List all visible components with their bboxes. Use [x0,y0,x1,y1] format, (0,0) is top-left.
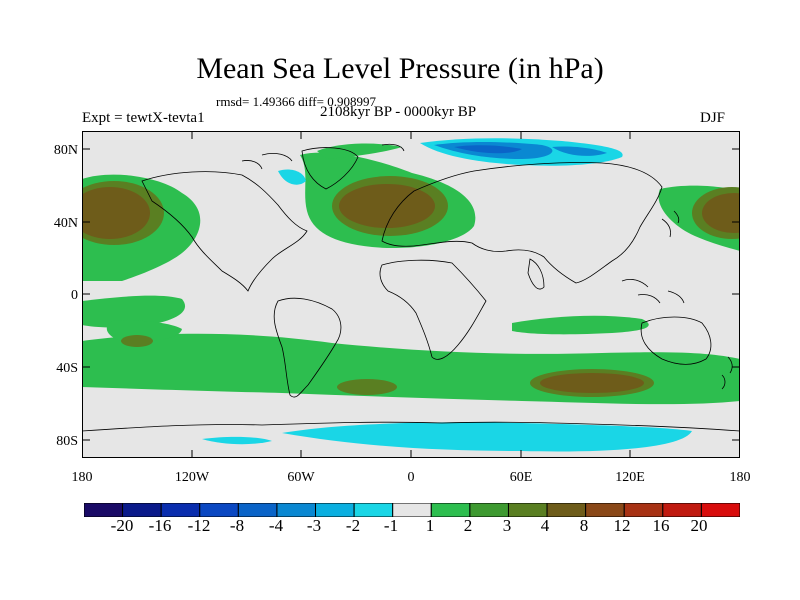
antarctic-cyan [282,422,692,452]
lat-label-40n: 40N [53,216,78,231]
colorbar-label: 2 [463,516,473,535]
siberia-east-blue [552,146,607,156]
coastlines [82,143,740,432]
south-pacific-olive [121,335,153,347]
colorbar-swatch [546,503,587,517]
colorbar-label: 4 [540,516,550,535]
new-zealand-coast [721,356,733,390]
north-atlantic-core [339,184,435,228]
eurasia-coast [381,162,663,284]
colorbar-label: 20 [690,516,708,535]
period-label: 2108kyr BP - 0000kyr BP [320,104,477,120]
greenland-coast [301,147,359,190]
south-indian-core [540,373,644,393]
colorbar-swatch [237,503,278,517]
colorbar-swatch [700,503,740,517]
south-atlantic-core [337,379,397,395]
india-coast [527,258,545,290]
chart-title: Mean Sea Level Pressure (in hPa) [196,52,604,85]
siberian-low-dark [454,145,522,154]
colorbar-swatch [199,503,239,517]
colorbar-swatch [392,503,432,517]
lon-label-180e: 180 [729,470,751,485]
colorbar-swatch [122,503,162,517]
stats-text: rmsd= 1.49366 diff= 0.908997 [216,94,376,109]
colorbar-label: -3 [306,516,322,535]
colorbar-label: -16 [148,516,172,535]
colorbar-swatch [84,503,124,517]
north-pacific-core [82,187,150,239]
lat-label-80n: 80N [53,143,78,158]
colorbar-label: -12 [187,516,211,535]
colorbar-swatch [160,503,201,517]
colorbar-swatch [469,503,509,517]
colorbar-label: -8 [229,516,245,535]
antarctica-coast [82,421,740,432]
indian-ocean-band [512,315,649,335]
colorbar-swatch [662,503,702,517]
arctic-green-region [317,143,402,159]
antarctic-cyan-west [202,436,272,445]
lon-label-120w: 120W [174,470,210,485]
colorbar-label: -4 [268,516,284,535]
season-label: DJF [700,110,726,126]
australia-coast [640,316,712,365]
arctic-islands [241,143,405,170]
colorbar-label: -20 [110,516,134,535]
south-pacific-green [106,320,182,342]
colorbar-swatches [84,503,740,517]
southeast-asia-islands [621,279,685,304]
lon-label-180w: 180 [71,470,93,485]
lon-label-120e: 120E [615,470,645,485]
labrador-cyan [278,169,306,185]
colorbar-label: 12 [613,516,631,535]
colorbar-swatch [276,503,317,517]
colorbar-label: 16 [652,516,670,535]
colorbar [84,503,740,517]
lat-label-40s: 40S [56,361,78,376]
colorbar-label: 3 [502,516,512,535]
tropical-green-band [82,295,186,328]
west-pacific-core [702,193,740,233]
lon-label-60w: 60W [287,470,315,485]
strong-anomaly-regions [82,176,740,397]
south-america-coast [273,297,342,398]
colorbar-label: 8 [579,516,589,535]
experiment-label: Expt = tewtX-tevta1 [82,110,205,126]
map-frame [82,131,740,458]
japan-coast [661,210,680,238]
negative-anomaly-regions [202,138,692,452]
north-america-coast [141,171,308,292]
colorbar-swatch [315,503,355,517]
axis-ticks [82,131,740,458]
lat-label-0: 0 [71,288,78,303]
lat-label-80s: 80S [56,434,78,449]
pressure-map [82,131,740,458]
colorbar-label: 1 [425,516,435,535]
colorbar-swatch [623,503,664,517]
colorbar-swatch [507,503,548,517]
lon-label-0: 0 [407,470,415,485]
colorbar-swatch [353,503,394,517]
lon-label-60e: 60E [509,470,533,485]
africa-coast [379,259,487,360]
colorbar-label: -1 [383,516,399,535]
colorbar-swatch [430,503,471,517]
colorbar-swatch [585,503,625,517]
colorbar-label: -2 [345,516,361,535]
